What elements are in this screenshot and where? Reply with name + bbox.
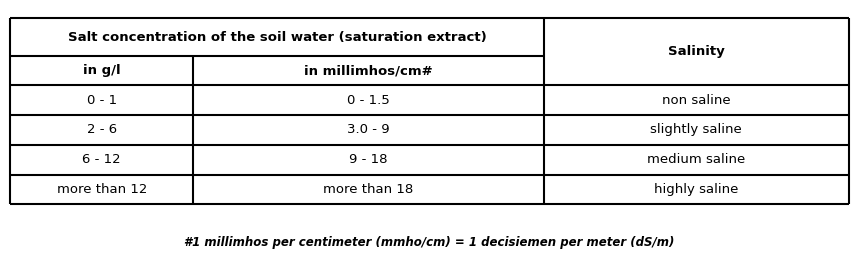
Text: 0 - 1.5: 0 - 1.5 xyxy=(347,94,390,107)
Text: 2 - 6: 2 - 6 xyxy=(87,123,117,137)
Text: more than 18: more than 18 xyxy=(323,183,413,196)
Text: #1 millimhos per centimeter (mmho/cm) = 1 decisiemen per meter (dS/m): #1 millimhos per centimeter (mmho/cm) = … xyxy=(185,236,674,249)
Text: medium saline: medium saline xyxy=(647,153,746,166)
Text: in millimhos/cm#: in millimhos/cm# xyxy=(304,64,433,77)
Text: non saline: non saline xyxy=(661,94,730,107)
Text: more than 12: more than 12 xyxy=(57,183,147,196)
Text: Salt concentration of the soil water (saturation extract): Salt concentration of the soil water (sa… xyxy=(68,31,486,44)
Text: highly saline: highly saline xyxy=(654,183,738,196)
Text: slightly saline: slightly saline xyxy=(650,123,742,137)
Text: 3.0 - 9: 3.0 - 9 xyxy=(347,123,390,137)
Text: in g/l: in g/l xyxy=(82,64,120,77)
Text: 6 - 12: 6 - 12 xyxy=(82,153,121,166)
Text: 9 - 18: 9 - 18 xyxy=(349,153,387,166)
Text: Salinity: Salinity xyxy=(667,45,724,58)
Text: 0 - 1: 0 - 1 xyxy=(87,94,117,107)
